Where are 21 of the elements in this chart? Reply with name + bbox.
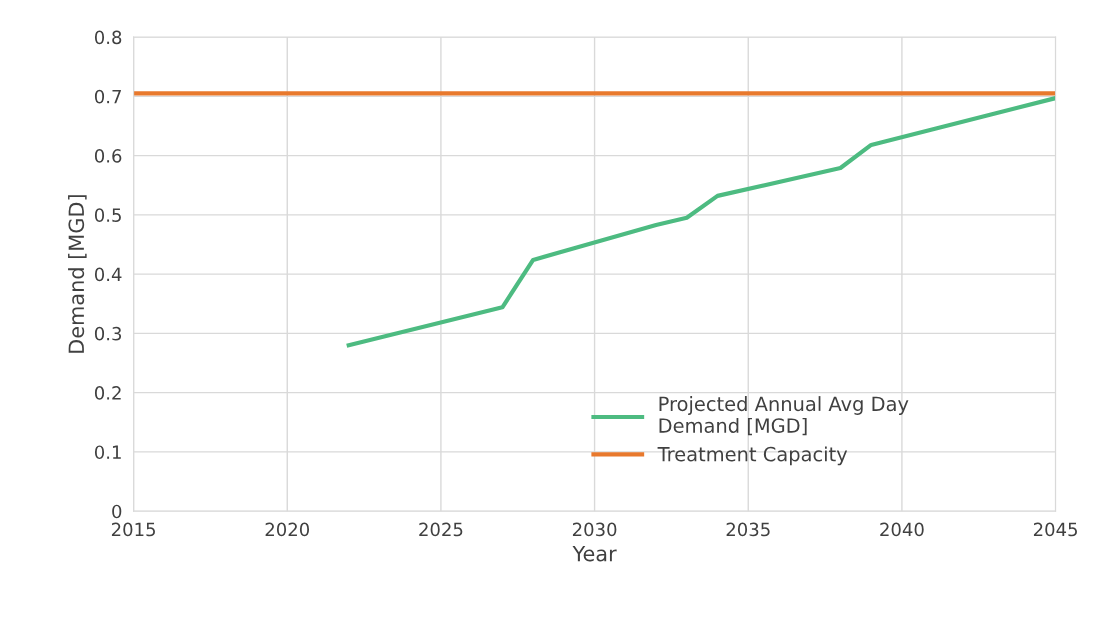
y-tick-label: 0 <box>112 504 122 519</box>
legend-label: Treatment Capacity <box>657 446 848 466</box>
x-tick-label: 2030 <box>572 522 617 537</box>
legend-label: Projected Annual Avg Day Demand [MGD] <box>659 396 909 436</box>
y-tick-label: 0.5 <box>94 208 121 222</box>
line-series <box>346 96 1056 348</box>
x-tick-label: 2025 <box>419 522 463 537</box>
x-tick-label: 2015 <box>111 522 155 537</box>
y-tick-label: 0.1 <box>94 445 121 460</box>
x-axis-title: Year <box>572 545 617 562</box>
y-tick-label: 0.8 <box>94 30 122 45</box>
y-tick-label: 0.2 <box>94 386 121 400</box>
y-axis-title: Demand [MGD] <box>68 195 87 353</box>
x-tick-label: 2040 <box>880 522 924 537</box>
y-tick-label: 0.3 <box>94 326 122 341</box>
x-tick-label: 2020 <box>265 522 310 537</box>
y-tick-label: 0.6 <box>94 149 122 163</box>
x-tick-label: 2035 <box>726 522 770 537</box>
x-tick-label: 2045 <box>1033 522 1077 537</box>
y-tick-label: 0.7 <box>94 89 121 104</box>
y-tick-label: 0.4 <box>94 267 122 282</box>
